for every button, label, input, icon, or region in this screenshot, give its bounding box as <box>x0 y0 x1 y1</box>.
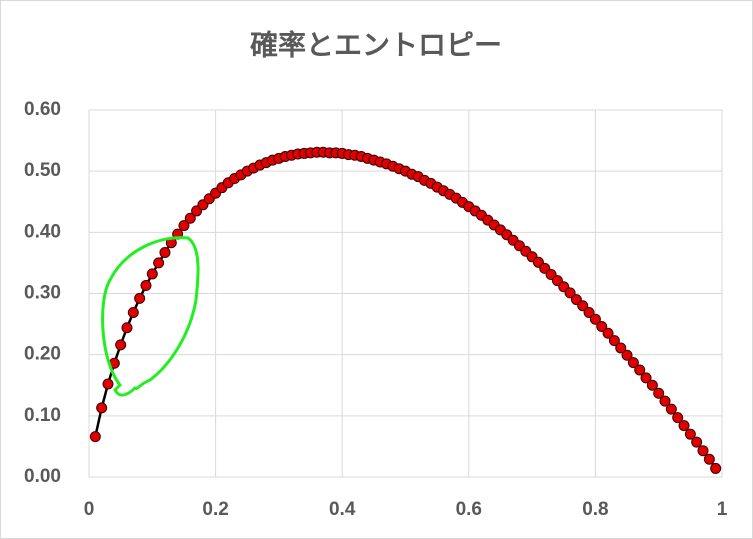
data-point <box>583 306 595 318</box>
data-point <box>146 268 158 280</box>
data-point <box>678 420 690 432</box>
data-point <box>96 402 108 414</box>
x-tick-label: 0.8 <box>582 499 608 520</box>
data-point <box>140 280 152 292</box>
data-point <box>653 387 665 399</box>
data-point <box>710 462 722 474</box>
x-tick-label: 0.2 <box>202 499 228 520</box>
plot <box>89 146 722 474</box>
x-tick-label: 0.4 <box>329 499 356 520</box>
data-point <box>691 436 703 448</box>
data-point <box>659 395 671 407</box>
data-point <box>665 403 677 415</box>
x-tick-label: 1 <box>717 499 728 520</box>
data-point <box>564 287 576 299</box>
x-tick-label: 0.6 <box>456 499 482 520</box>
data-point <box>184 212 196 224</box>
data-point <box>627 357 639 369</box>
data-point <box>577 300 589 312</box>
x-tick-label: 0 <box>84 499 95 520</box>
data-point <box>634 364 646 376</box>
y-tick-label: 0.10 <box>24 405 61 426</box>
data-point <box>672 412 684 424</box>
y-tick-label: 0.30 <box>24 283 61 304</box>
data-point <box>589 313 601 325</box>
y-tick-label: 0.20 <box>24 344 61 365</box>
data-point <box>703 453 715 465</box>
data-point <box>115 339 127 351</box>
y-tick-label: 0.40 <box>24 221 61 242</box>
annotation-circle <box>101 236 200 397</box>
data-point <box>646 379 658 391</box>
y-tick-label: 0.60 <box>24 99 61 120</box>
data-point <box>134 292 146 304</box>
chart-title: 確率とエントロピー <box>250 28 502 60</box>
data-point <box>697 445 709 457</box>
data-point <box>640 372 652 384</box>
y-tick-label: 0.50 <box>24 160 61 181</box>
data-point <box>178 220 190 232</box>
data-point <box>121 322 133 334</box>
data-point <box>602 327 614 339</box>
data-point <box>621 349 633 361</box>
data-point <box>153 257 165 269</box>
data-point <box>89 431 101 443</box>
data-point <box>102 378 114 390</box>
data-point <box>127 306 139 318</box>
data-point <box>684 428 696 440</box>
data-point <box>608 335 620 347</box>
data-point <box>615 342 627 354</box>
y-tick-label: 0.00 <box>24 466 61 487</box>
data-point <box>159 247 171 259</box>
data-point <box>596 321 608 333</box>
